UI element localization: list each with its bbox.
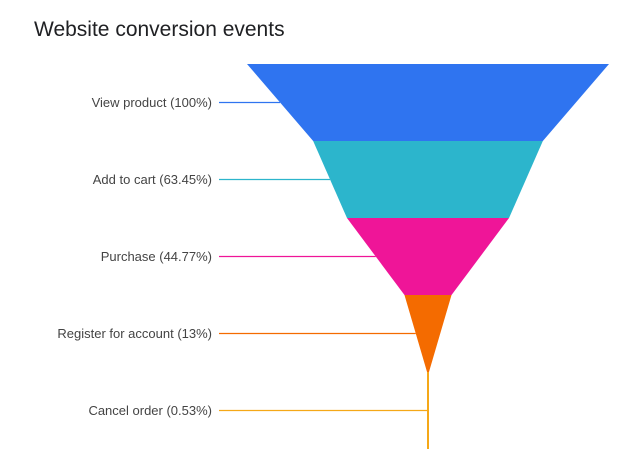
funnel-segment — [346, 218, 510, 295]
stage-label: Cancel order (0.53%) — [88, 403, 212, 418]
stage-label: Register for account (13%) — [57, 326, 212, 341]
chart-title: Website conversion events — [34, 18, 285, 41]
stage-label: View product (100%) — [92, 95, 212, 110]
funnel-segment — [313, 141, 543, 218]
funnel-segment — [404, 295, 452, 372]
funnel-segment — [247, 64, 609, 141]
stage-label: Purchase (44.77%) — [101, 249, 212, 264]
stage-label: Add to cart (63.45%) — [93, 172, 212, 187]
